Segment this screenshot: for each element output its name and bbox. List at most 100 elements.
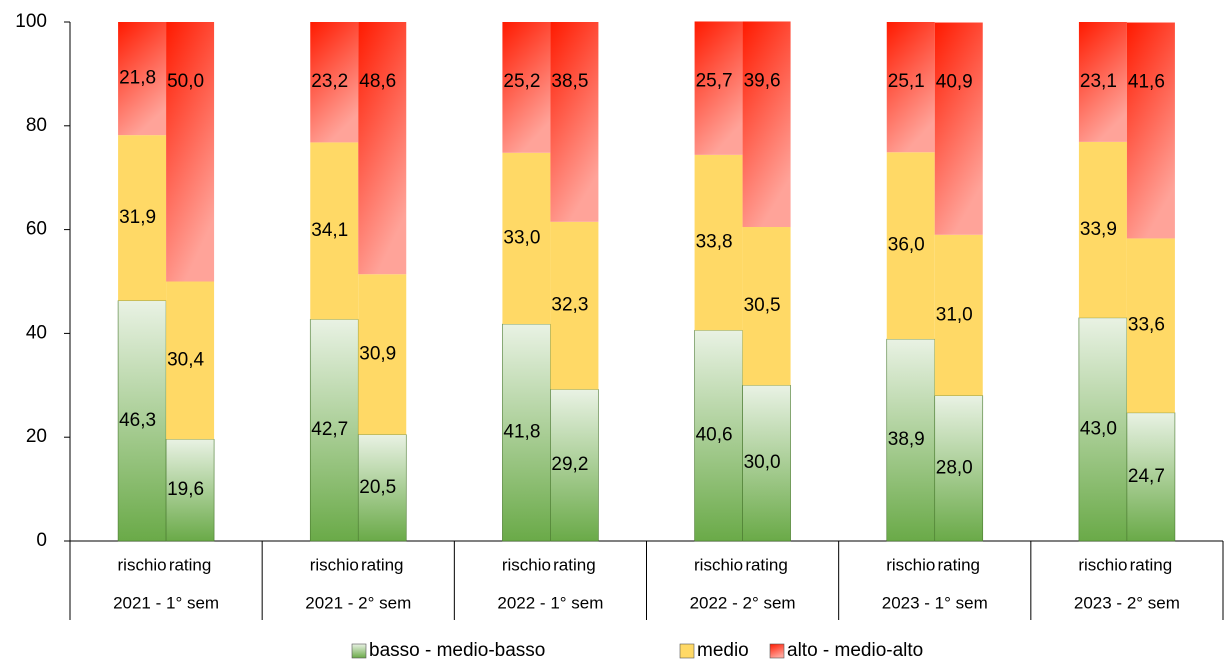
bar-segment — [742, 384, 791, 542]
bar-segment — [934, 234, 983, 396]
value-label: 28,0 — [936, 457, 973, 478]
bar-segment — [118, 22, 167, 136]
value-label: 31,0 — [936, 304, 973, 325]
value-label: 30,4 — [167, 349, 204, 370]
value-label: 25,7 — [696, 70, 733, 91]
bar-segment — [310, 22, 359, 143]
value-label: 41,6 — [1128, 72, 1165, 93]
value-label: 39,6 — [744, 70, 781, 91]
bar-segment — [550, 22, 599, 222]
bar-segment — [358, 274, 407, 435]
value-label: 24,7 — [1128, 466, 1165, 487]
value-label: 40,6 — [696, 425, 733, 446]
y-tick-label: 60 — [26, 219, 47, 240]
bar-segment — [742, 21, 791, 228]
value-label: 30,0 — [744, 452, 781, 473]
value-label: 29,2 — [551, 454, 588, 475]
value-label: 21,8 — [119, 68, 156, 89]
value-label: 32,3 — [551, 295, 588, 316]
x-tick-label: rating — [169, 555, 212, 574]
legend-label: basso - medio-basso — [369, 640, 545, 661]
y-tick-label: 80 — [26, 115, 47, 136]
value-label: 40,9 — [936, 72, 973, 93]
group-label: 2021 - 2° sem — [305, 593, 411, 612]
legend-swatch — [769, 643, 785, 659]
x-tick-label: rischio — [118, 555, 167, 574]
group-label: 2022 - 2° sem — [690, 593, 796, 612]
bar-segment — [550, 389, 599, 542]
x-tick-label: rischio — [310, 555, 359, 574]
y-tick-label: 100 — [15, 11, 47, 32]
group-label: 2022 - 1° sem — [497, 593, 603, 612]
value-label: 20,5 — [359, 477, 396, 498]
bar-segment — [502, 152, 551, 325]
legend-label: medio — [697, 640, 749, 661]
bar-segment — [934, 395, 984, 542]
bar-segment — [1126, 412, 1176, 542]
value-label: 30,9 — [359, 343, 396, 364]
bar-segment — [310, 142, 359, 320]
y-tick-label: 0 — [36, 530, 47, 551]
bar-segment — [886, 152, 935, 340]
value-label: 25,2 — [503, 71, 540, 92]
value-label: 36,0 — [888, 235, 925, 256]
bar-segment — [742, 227, 791, 386]
bar-segment — [934, 22, 983, 235]
bar-segment — [886, 338, 936, 542]
value-label: 23,2 — [311, 71, 348, 92]
bar-segment — [1126, 238, 1175, 413]
legend-swatch — [679, 643, 695, 659]
value-label: 33,6 — [1128, 315, 1165, 336]
value-label: 30,5 — [744, 295, 781, 316]
value-label: 23,1 — [1080, 71, 1117, 92]
legend-label: alto - medio-alto — [787, 640, 923, 661]
value-label: 46,3 — [119, 410, 156, 431]
bar-segment — [1078, 317, 1128, 542]
value-label: 33,8 — [696, 232, 733, 253]
x-tick-label: rating — [361, 555, 404, 574]
value-label: 48,6 — [359, 71, 396, 92]
bar-segment — [550, 221, 599, 390]
value-label: 34,1 — [311, 220, 348, 241]
bar-segment — [166, 22, 215, 282]
x-tick-label: rischio — [502, 555, 551, 574]
value-label: 19,6 — [167, 479, 204, 500]
y-tick-label: 20 — [26, 426, 47, 447]
value-label: 38,9 — [888, 429, 925, 450]
group-label: 2023 - 1° sem — [882, 593, 988, 612]
bar-segment — [166, 281, 215, 440]
bar-segment — [309, 319, 359, 542]
x-tick-label: rating — [1130, 555, 1173, 574]
bar-segment — [1126, 22, 1175, 239]
bar-segment — [502, 22, 551, 153]
value-label: 38,5 — [551, 71, 588, 92]
value-label: 33,9 — [1080, 219, 1117, 240]
x-tick-label: rating — [553, 555, 596, 574]
value-label: 42,7 — [311, 419, 348, 440]
group-label: 2023 - 2° sem — [1074, 593, 1180, 612]
bar-segment — [886, 22, 935, 153]
bar-segment — [694, 154, 743, 331]
bar-segment — [502, 323, 551, 542]
bar-segment — [1078, 22, 1127, 142]
bar-segment — [117, 300, 167, 542]
x-tick-label: rischio — [694, 555, 743, 574]
group-label: 2021 - 1° sem — [113, 593, 219, 612]
bar-segment — [165, 438, 215, 542]
x-tick-label: rischio — [886, 555, 935, 574]
value-label: 25,1 — [888, 71, 925, 92]
x-tick-label: rating — [937, 555, 980, 574]
value-label: 50,0 — [167, 71, 204, 92]
value-label: 41,8 — [503, 422, 540, 443]
bar-segment — [694, 21, 743, 155]
bar-segment — [1078, 141, 1127, 318]
value-label: 33,0 — [503, 227, 540, 248]
y-tick-label: 40 — [26, 322, 47, 343]
bar-segment — [118, 135, 167, 301]
bar-segment — [358, 22, 407, 275]
x-tick-label: rischio — [1078, 555, 1127, 574]
bar-segment — [694, 329, 743, 542]
value-label: 31,9 — [119, 207, 156, 228]
x-tick-label: rating — [745, 555, 788, 574]
